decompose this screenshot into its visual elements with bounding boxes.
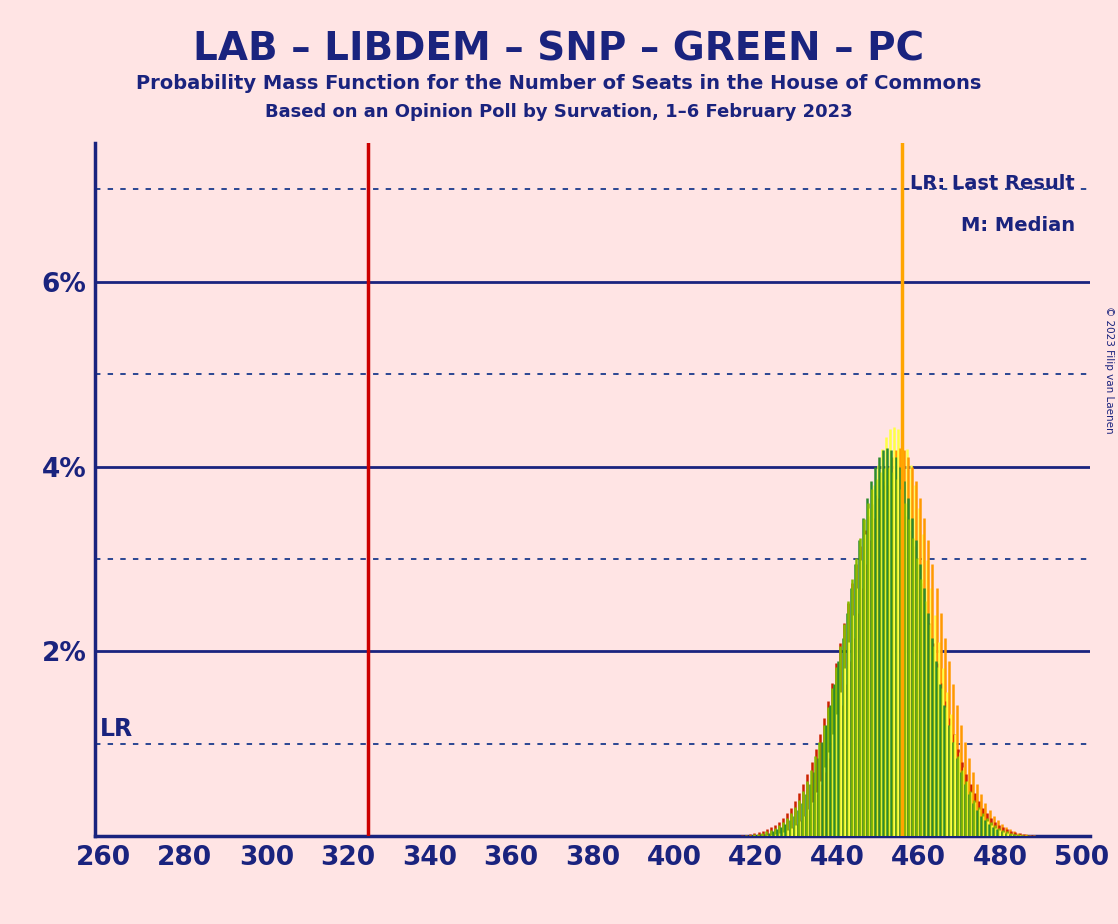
Text: LR: Last Result: LR: Last Result	[910, 175, 1076, 193]
Text: LR: LR	[100, 717, 133, 741]
Text: M: Median: M: Median	[961, 216, 1076, 235]
Text: Probability Mass Function for the Number of Seats in the House of Commons: Probability Mass Function for the Number…	[136, 74, 982, 93]
Text: Based on an Opinion Poll by Survation, 1–6 February 2023: Based on an Opinion Poll by Survation, 1…	[265, 103, 853, 121]
Text: © 2023 Filip van Laenen: © 2023 Filip van Laenen	[1105, 306, 1114, 433]
Text: LAB – LIBDEM – SNP – GREEN – PC: LAB – LIBDEM – SNP – GREEN – PC	[193, 30, 925, 68]
